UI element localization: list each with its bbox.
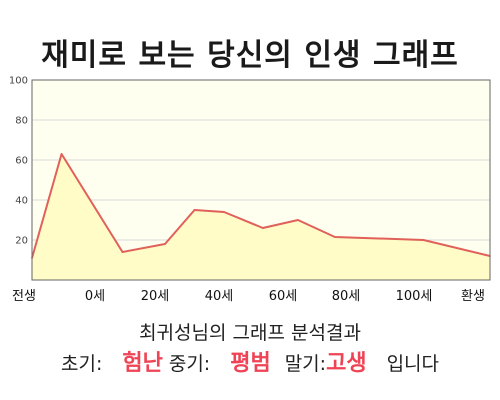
y-tick-label-60: 60 <box>15 156 28 167</box>
late-phase-value: 고생 <box>326 351 367 376</box>
y-tick-label-20: 20 <box>15 236 28 247</box>
data-point-8 <box>334 236 336 238</box>
data-point-4 <box>193 209 196 211</box>
plot-frame <box>31 79 491 281</box>
x-tick-label-1: 0세 <box>85 289 105 304</box>
y-tick-label-80: 80 <box>15 116 28 127</box>
data-point-7 <box>297 219 299 221</box>
mid-phase-value: 평범 <box>230 351 271 376</box>
y-tick-label-100: 100 <box>9 76 28 87</box>
data-point-5 <box>223 211 225 213</box>
data-point-1 <box>60 153 63 155</box>
y-tick-label-40: 40 <box>15 196 28 207</box>
chart-title: 재미로 보는 당신의 인생 그래프 <box>41 38 459 73</box>
data-point-9 <box>422 239 425 241</box>
mid-phase-label: 중기: <box>168 353 211 375</box>
x-tick-label-7: 환생 <box>461 289 485 304</box>
x-tick-label-3: 40세 <box>205 289 234 304</box>
result-summary: 초기: 험난 중기: 평범 말기:고생 입니다 <box>0 345 500 377</box>
early-phase-value: 험난 <box>122 351 163 376</box>
series-area <box>32 154 490 280</box>
data-point-3 <box>164 243 166 245</box>
result-heading: 최귀성님의 그래프 분석결과 <box>139 322 361 344</box>
x-tick-label-2: 20세 <box>141 289 170 304</box>
data-point-2 <box>121 251 124 253</box>
late-phase-label: 말기: <box>284 353 327 375</box>
data-point-6 <box>262 227 264 229</box>
x-tick-label-6: 100세 <box>396 289 433 304</box>
x-tick-label-0: 전생 <box>12 289 36 304</box>
x-tick-label-5: 80세 <box>332 289 361 304</box>
early-phase-label: 초기: <box>60 353 103 375</box>
x-tick-label-4: 60세 <box>269 289 298 304</box>
result-suffix: 입니다 <box>386 353 440 375</box>
